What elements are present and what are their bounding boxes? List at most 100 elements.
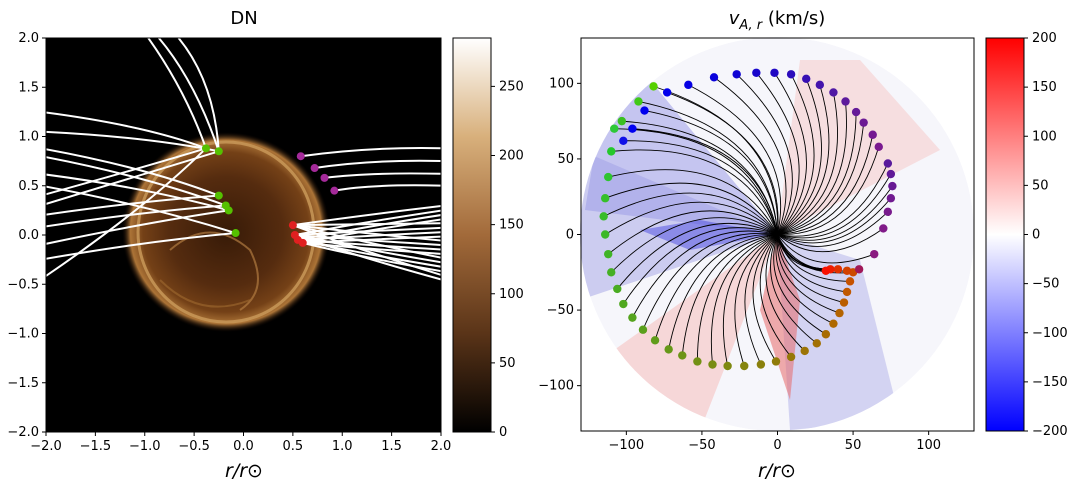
footpoint (732, 70, 741, 79)
footpoint-green (214, 147, 223, 156)
footpoint (829, 319, 838, 328)
footpoint (604, 172, 613, 182)
field-line (777, 197, 892, 244)
field-line (777, 211, 889, 247)
footpoint (800, 346, 809, 356)
footpoint (662, 88, 672, 97)
field-line (46, 173, 229, 212)
left-y-tick-label: 1.5 (18, 80, 39, 95)
field-line (777, 163, 889, 237)
field-line (770, 234, 818, 344)
left-x-tick-label: 0.5 (283, 439, 304, 454)
field-line (713, 76, 787, 235)
footpoint (693, 357, 702, 366)
field-line (667, 91, 779, 235)
field-line (46, 232, 236, 260)
field-line (611, 149, 778, 235)
field-line (614, 128, 778, 235)
footpoint (610, 124, 619, 133)
velocity-blue-sector (777, 234, 900, 430)
footpoint (752, 68, 761, 77)
right-colorbar-tick-label: 0 (1032, 228, 1040, 243)
left-x-tick-label: −2.0 (30, 439, 62, 454)
footpoint (815, 80, 825, 90)
field-line (324, 172, 441, 179)
field-line (297, 238, 441, 268)
field-line (46, 150, 220, 205)
footpoint (600, 194, 610, 203)
footpoint (599, 212, 608, 221)
right-ticks: −100 −50 0 50 100 −100 −50 0 50 100 (538, 76, 941, 453)
field-line (616, 222, 778, 290)
footpoint (812, 339, 821, 348)
footpoint-green (214, 191, 223, 200)
footpoint (786, 352, 796, 362)
right-colorbar-tick-label: −100 (1032, 326, 1068, 341)
field-line (710, 234, 778, 365)
velocity-blue-sector (585, 80, 777, 234)
footpoint (883, 159, 893, 168)
field-line (654, 234, 778, 341)
field-line (294, 234, 441, 247)
field-line (774, 72, 807, 235)
solar-loop (169, 231, 259, 311)
right-colorbar-tick-label: 200 (1032, 31, 1057, 46)
footpoint (870, 249, 879, 259)
field-line (777, 234, 875, 264)
field-line (177, 38, 220, 152)
field-line (765, 234, 806, 352)
field-line (642, 232, 778, 330)
right-colorbar-ticks: −200 −150 −100 −50 0 50 100 150 200 (1024, 31, 1068, 439)
footpoint (628, 124, 637, 133)
field-line (608, 169, 778, 235)
field-line (314, 159, 441, 170)
field-line (46, 204, 226, 228)
footpoint (879, 224, 888, 233)
footpoint-green (231, 229, 240, 238)
field-line (668, 234, 778, 350)
field-line (46, 111, 207, 150)
footpoint (886, 194, 896, 203)
footpoint (740, 361, 749, 371)
left-y-tick-label: −1.0 (7, 327, 39, 342)
footpoint (845, 277, 855, 286)
left-y-tick-label: −1.5 (7, 376, 39, 391)
field-line (777, 134, 874, 235)
footpoint-red (288, 221, 297, 230)
footpoint (851, 107, 861, 117)
field-line (147, 38, 207, 149)
field-line (744, 234, 778, 365)
field-line (777, 112, 857, 235)
left-colorbar-tick-label: 100 (499, 287, 524, 302)
field-line (752, 234, 778, 362)
footpoint (888, 181, 897, 191)
left-x-tick-label: −1.0 (129, 439, 161, 454)
footpoint (708, 360, 717, 369)
field-line (605, 182, 778, 235)
footpoint (839, 298, 849, 307)
left-colorbar-tick-label: 150 (499, 218, 524, 233)
right-x-tick-label: −50 (688, 438, 715, 453)
right-x-tick-label: −100 (608, 438, 644, 453)
field-line (334, 184, 441, 192)
field-line (638, 101, 778, 235)
footpoint (634, 97, 643, 106)
field-line (622, 227, 778, 305)
footpoint (607, 147, 616, 156)
field-line (644, 110, 778, 235)
field-line (623, 140, 778, 235)
footpoint (619, 136, 628, 145)
footpoint (664, 345, 673, 354)
footpoint (886, 169, 896, 179)
field-line (777, 101, 847, 235)
field-line (292, 224, 441, 259)
footpoint (770, 68, 779, 77)
right-x-tick-label: 0 (773, 438, 781, 453)
footpoint (649, 82, 658, 91)
field-line (773, 234, 827, 335)
field-line (777, 173, 892, 239)
footpoint-green (224, 206, 233, 215)
left-colorbar-tick-label: 250 (499, 79, 524, 94)
field-line (302, 241, 441, 273)
left-colorbar-tick-label: 50 (499, 356, 516, 371)
